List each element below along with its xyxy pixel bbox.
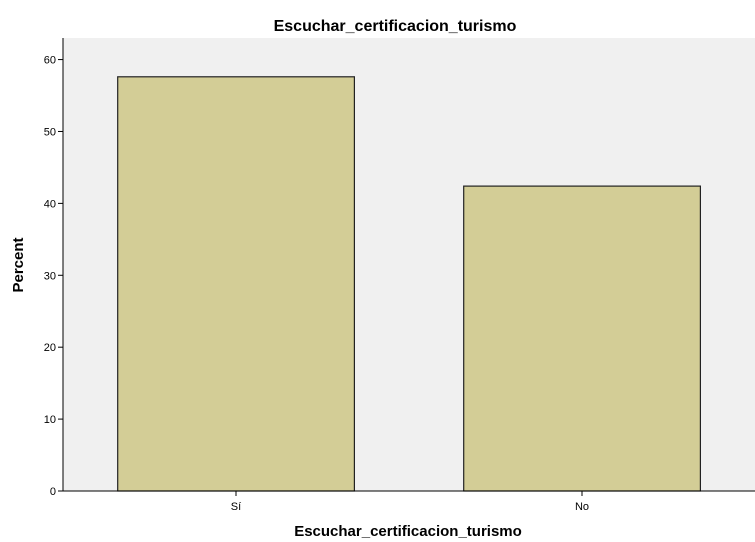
y-tick-label: 10 bbox=[44, 414, 56, 426]
y-tick-label: 40 bbox=[44, 198, 56, 210]
y-axis-label: Percent bbox=[10, 237, 27, 292]
x-tick-label: No bbox=[575, 501, 589, 513]
chart-title: Escuchar_certificacion_turismo bbox=[274, 18, 517, 35]
bar-1 bbox=[117, 76, 355, 492]
y-tick-label: 50 bbox=[44, 126, 56, 138]
y-tick-label: 0 bbox=[50, 486, 56, 498]
x-tick-label: Sí bbox=[231, 501, 241, 513]
bars-group bbox=[117, 76, 702, 492]
y-tick-label: 30 bbox=[44, 270, 56, 282]
y-tick-label: 60 bbox=[44, 55, 56, 67]
x-axis-label: Escuchar_certificacion_turismo bbox=[294, 523, 522, 540]
y-tick-label: 20 bbox=[44, 342, 56, 354]
y-axis: 0 10 20 30 40 50 60 bbox=[44, 38, 64, 498]
bar-2 bbox=[463, 185, 702, 492]
x-axis: Sí No bbox=[63, 490, 755, 513]
